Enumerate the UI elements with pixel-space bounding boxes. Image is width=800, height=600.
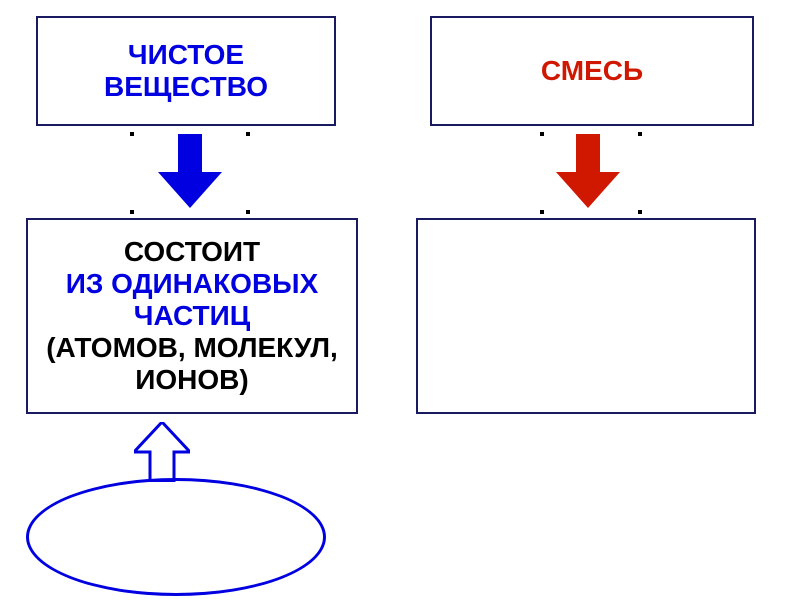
dot-mark <box>130 132 134 136</box>
box-composition: СОСТОИТ ИЗ ОДИНАКОВЫХ ЧАСТИЦ (АТОМОВ, МО… <box>26 218 358 414</box>
box-composition-line2: ИЗ ОДИНАКОВЫХ <box>66 268 319 300</box>
dot-mark <box>246 132 250 136</box>
dot-mark <box>638 210 642 214</box>
diagram-canvas: ЧИСТОЕ ВЕЩЕСТВО СМЕСЬ СОСТОИТ ИЗ ОДИНАКО… <box>0 0 800 600</box>
box-pure-substance: ЧИСТОЕ ВЕЩЕСТВО <box>36 16 336 126</box>
arrow-up-hollow <box>134 422 190 482</box>
dot-mark <box>638 132 642 136</box>
dot-mark <box>130 210 134 214</box>
box-composition-line1: СОСТОИТ <box>124 236 260 268</box>
box-mixture: СМЕСЬ <box>430 16 754 126</box>
dot-mark <box>540 132 544 136</box>
box-composition-line3: ЧАСТИЦ <box>134 300 250 332</box>
arrow-down-red <box>556 134 620 208</box>
box-composition-line4: (АТОМОВ, МОЛЕКУЛ, <box>46 332 338 364</box>
dot-mark <box>540 210 544 214</box>
box-pure-substance-line2: ВЕЩЕСТВО <box>104 71 268 103</box>
box-mixture-line1: СМЕСЬ <box>541 55 643 87</box>
box-pure-substance-line1: ЧИСТОЕ <box>128 39 244 71</box>
arrow-down-blue <box>158 134 222 208</box>
box-composition-line5: ИОНОВ) <box>135 364 248 396</box>
dot-mark <box>246 210 250 214</box>
ellipse-outline <box>26 478 326 596</box>
box-empty-right <box>416 218 756 414</box>
